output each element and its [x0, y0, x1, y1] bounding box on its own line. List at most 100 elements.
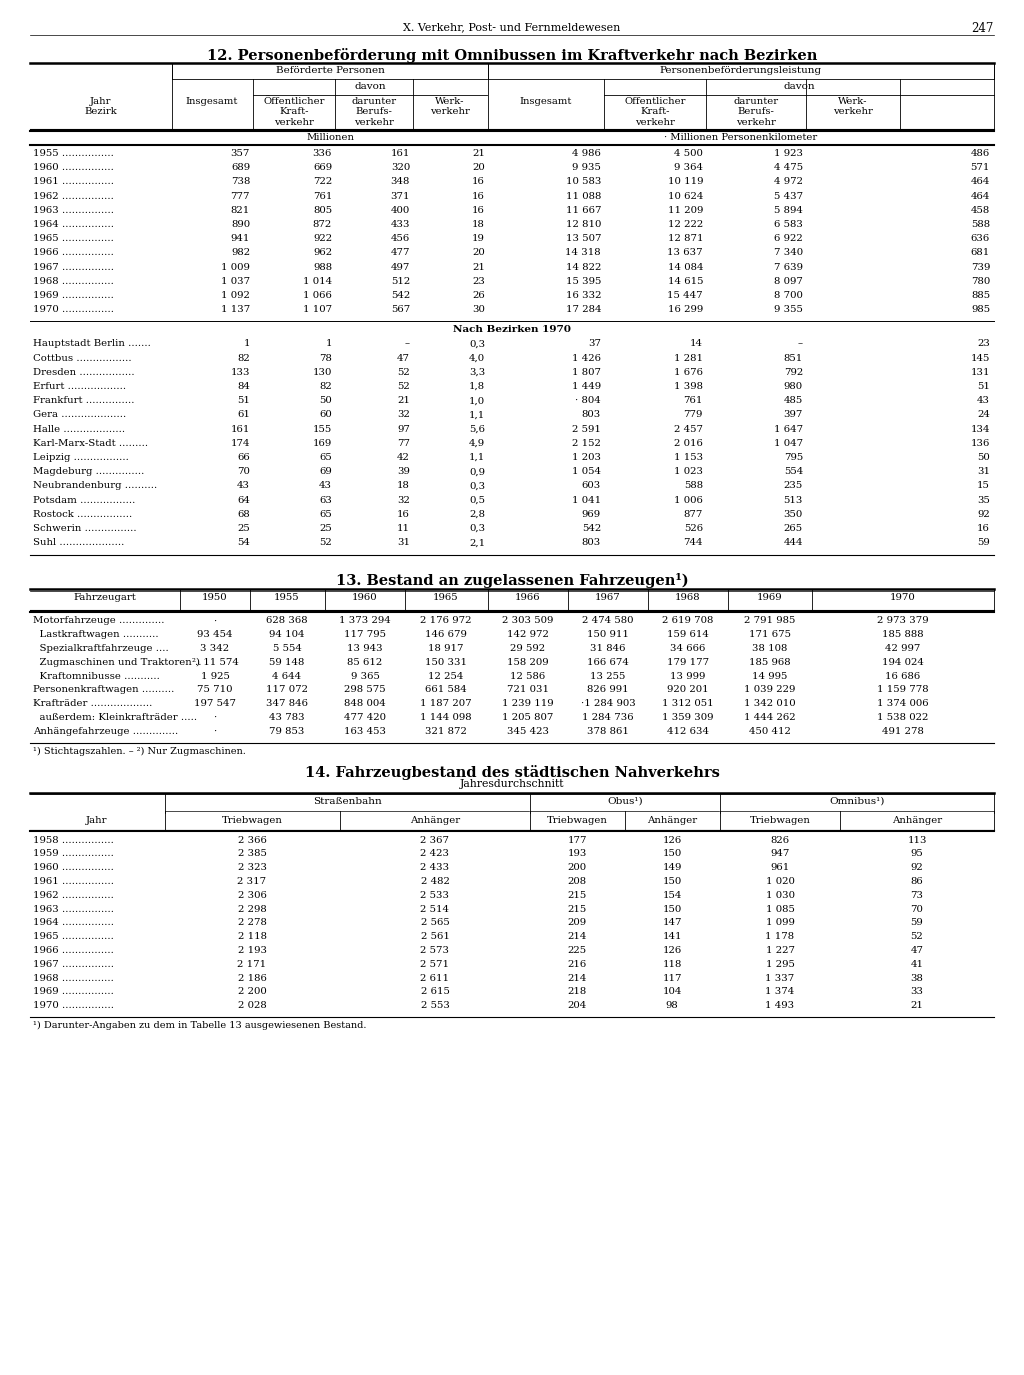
Text: Frankfurt ...............: Frankfurt ...............	[33, 396, 134, 406]
Text: 2 306: 2 306	[238, 891, 266, 899]
Text: 25: 25	[238, 524, 250, 534]
Text: 1,1: 1,1	[469, 452, 485, 462]
Text: 1966: 1966	[515, 594, 541, 602]
Text: 79 853: 79 853	[269, 727, 305, 736]
Text: 5 554: 5 554	[272, 644, 301, 653]
Text: 1959 ................: 1959 ................	[33, 850, 114, 858]
Text: 485: 485	[783, 396, 803, 406]
Text: 19: 19	[472, 234, 485, 243]
Text: 2 514: 2 514	[421, 905, 450, 913]
Text: 1 137: 1 137	[221, 305, 250, 315]
Text: 2 423: 2 423	[421, 850, 450, 858]
Text: 320: 320	[391, 164, 410, 172]
Text: Jahr
Bezirk: Jahr Bezirk	[85, 98, 118, 117]
Text: 0,3: 0,3	[469, 481, 485, 491]
Text: Insgesamt: Insgesamt	[185, 98, 239, 106]
Text: 2 433: 2 433	[421, 864, 450, 872]
Text: 1963 ................: 1963 ................	[33, 206, 114, 214]
Text: 16: 16	[472, 191, 485, 201]
Text: 1 047: 1 047	[774, 439, 803, 448]
Text: 23: 23	[977, 340, 990, 348]
Text: Dresden .................: Dresden .................	[33, 367, 134, 377]
Text: 179 177: 179 177	[667, 657, 709, 667]
Text: 38 108: 38 108	[753, 644, 787, 653]
Text: 60: 60	[319, 410, 332, 419]
Text: 26: 26	[472, 292, 485, 300]
Text: 70: 70	[238, 468, 250, 476]
Text: 1965: 1965	[433, 594, 459, 602]
Text: 1 493: 1 493	[765, 1001, 795, 1011]
Text: 2,1: 2,1	[469, 538, 485, 547]
Text: 11: 11	[397, 524, 410, 534]
Text: Öffentlicher
Kraft-
verkehr: Öffentlicher Kraft- verkehr	[263, 98, 325, 126]
Text: 2 193: 2 193	[238, 946, 266, 956]
Text: 265: 265	[784, 524, 803, 534]
Text: 141: 141	[663, 932, 682, 942]
Text: 821: 821	[230, 206, 250, 214]
Text: 150 331: 150 331	[425, 657, 467, 667]
Text: 2 028: 2 028	[238, 1001, 266, 1011]
Text: 10 583: 10 583	[565, 177, 601, 187]
Text: 12 222: 12 222	[668, 220, 703, 230]
Text: 780: 780	[971, 276, 990, 286]
Text: 12 871: 12 871	[668, 234, 703, 243]
Text: 1961 ................: 1961 ................	[33, 877, 114, 886]
Text: 13 999: 13 999	[671, 671, 706, 681]
Text: 161: 161	[390, 148, 410, 158]
Text: 2 611: 2 611	[421, 974, 450, 983]
Text: 348: 348	[390, 177, 410, 187]
Text: 1 444 262: 1 444 262	[744, 714, 796, 722]
Text: Omnibus¹): Omnibus¹)	[829, 796, 885, 806]
Text: 2 533: 2 533	[421, 891, 450, 899]
Text: 1 178: 1 178	[765, 932, 795, 942]
Text: 104: 104	[663, 987, 682, 997]
Text: 1 020: 1 020	[766, 877, 795, 886]
Text: 215: 215	[567, 891, 587, 899]
Text: 2 323: 2 323	[238, 864, 266, 872]
Text: 9 935: 9 935	[572, 164, 601, 172]
Text: 13. Bestand an zugelassenen Fahrzeugen¹): 13. Bestand an zugelassenen Fahrzeugen¹)	[336, 573, 688, 588]
Text: 9 364: 9 364	[674, 164, 703, 172]
Text: 14 995: 14 995	[753, 671, 787, 681]
Text: 204: 204	[567, 1001, 587, 1011]
Text: 512: 512	[391, 276, 410, 286]
Text: 1967: 1967	[595, 594, 621, 602]
Text: 961: 961	[770, 864, 790, 872]
Text: 15 447: 15 447	[668, 292, 703, 300]
Text: 43: 43	[237, 481, 250, 491]
Text: 3,3: 3,3	[469, 367, 485, 377]
Text: 92: 92	[977, 510, 990, 518]
Text: 85 612: 85 612	[347, 657, 383, 667]
Text: 2 571: 2 571	[421, 960, 450, 969]
Text: 345 423: 345 423	[507, 727, 549, 736]
Text: 25: 25	[319, 524, 332, 534]
Text: 31: 31	[397, 538, 410, 547]
Text: 14 615: 14 615	[668, 276, 703, 286]
Text: 47: 47	[397, 353, 410, 363]
Text: 1968: 1968	[675, 594, 700, 602]
Text: 65: 65	[319, 452, 332, 462]
Text: 2 591: 2 591	[572, 425, 601, 433]
Text: 33: 33	[910, 987, 924, 997]
Text: 513: 513	[783, 495, 803, 505]
Text: 795: 795	[783, 452, 803, 462]
Text: 982: 982	[230, 249, 250, 257]
Text: 8 700: 8 700	[774, 292, 803, 300]
Text: 803: 803	[582, 410, 601, 419]
Text: 16: 16	[397, 510, 410, 518]
Text: 94 104: 94 104	[269, 630, 305, 639]
Text: 117 072: 117 072	[266, 685, 308, 694]
Text: 890: 890	[230, 220, 250, 230]
Text: Suhl ....................: Suhl ....................	[33, 538, 124, 547]
Text: 13 637: 13 637	[668, 249, 703, 257]
Text: 146 679: 146 679	[425, 630, 467, 639]
Text: 185 968: 185 968	[750, 657, 791, 667]
Text: 1 205 807: 1 205 807	[503, 714, 554, 722]
Text: 5 894: 5 894	[774, 206, 803, 214]
Text: 336: 336	[312, 148, 332, 158]
Text: Personenbeförderungsleistung: Personenbeförderungsleistung	[659, 66, 822, 76]
Text: 1 398: 1 398	[674, 382, 703, 390]
Text: ·: ·	[213, 727, 217, 736]
Text: 16 332: 16 332	[565, 292, 601, 300]
Text: 826 991: 826 991	[587, 685, 629, 694]
